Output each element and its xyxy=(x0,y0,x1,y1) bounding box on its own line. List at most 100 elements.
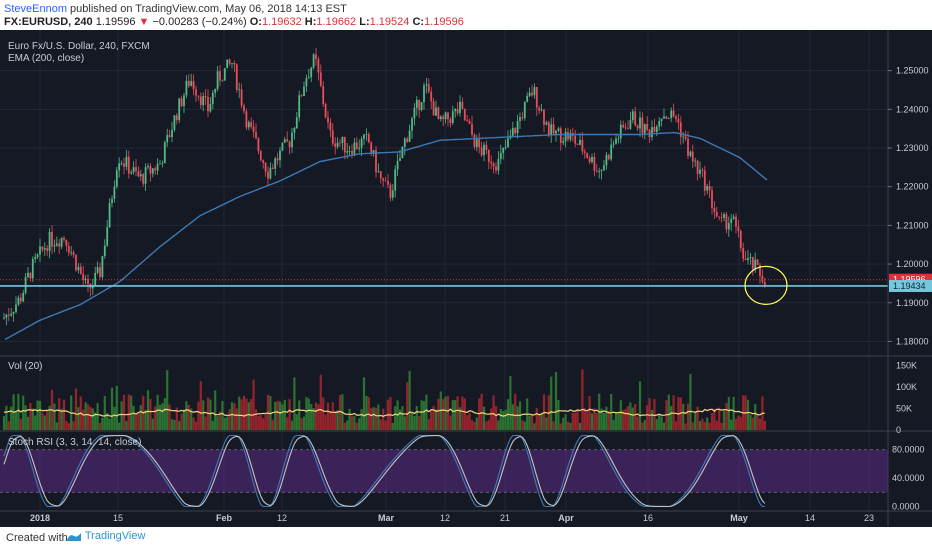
candle-body xyxy=(341,136,344,144)
volume-bar xyxy=(487,419,490,430)
candle-body xyxy=(531,92,533,96)
volume-bar xyxy=(410,412,414,430)
volume-bar xyxy=(631,407,634,430)
author-link[interactable]: SteveEnnom xyxy=(4,3,67,15)
chart-svg[interactable]: 1.25000 1.24000 1.23000 1.22000 1.21000 1.200… xyxy=(0,30,932,527)
volume-bar xyxy=(288,399,291,430)
candle-body xyxy=(370,142,373,154)
volume-bar xyxy=(756,414,759,430)
volume-bar xyxy=(247,402,250,430)
volume-bar xyxy=(130,395,133,430)
volume-bar xyxy=(86,404,90,430)
candle-body xyxy=(432,101,435,116)
volume-bar xyxy=(127,394,130,430)
volume-bar xyxy=(583,408,586,430)
volume-bar xyxy=(34,415,37,430)
candle-body xyxy=(154,168,157,171)
candle-body xyxy=(22,292,25,302)
candle-body xyxy=(619,124,622,139)
candle-body xyxy=(173,115,176,130)
volume-bar xyxy=(449,415,452,430)
volume-bar xyxy=(202,400,205,430)
candle-body xyxy=(214,89,217,93)
volume-bar xyxy=(89,406,92,430)
candle-body xyxy=(456,109,459,114)
candle-body xyxy=(591,156,593,162)
candle-body xyxy=(55,243,58,246)
high-value: 1.19662 xyxy=(316,16,357,28)
candle-body xyxy=(363,134,365,139)
candle-body xyxy=(658,120,661,127)
candle-body xyxy=(139,174,142,177)
volume-bar xyxy=(482,406,486,430)
volume-bar xyxy=(314,402,318,430)
chart-area[interactable]: 1.25000 1.24000 1.23000 1.22000 1.21000 1.200… xyxy=(0,30,932,527)
candle-body xyxy=(17,297,20,305)
volume-bar xyxy=(161,403,164,430)
volume-bar xyxy=(456,396,459,430)
candle-body xyxy=(329,122,332,131)
candle-body xyxy=(413,107,416,119)
candle-body xyxy=(183,95,185,107)
candle-body xyxy=(420,102,423,110)
candle-body xyxy=(437,107,440,119)
volume-bar xyxy=(290,420,294,430)
volume-bar xyxy=(607,410,610,430)
volume-bar xyxy=(434,409,438,430)
volume-bar xyxy=(204,416,207,430)
volume-tick-label: 150K xyxy=(896,360,917,370)
candle-body xyxy=(60,237,63,247)
candle-body xyxy=(82,273,85,280)
candle-body xyxy=(727,223,730,230)
candle-body xyxy=(478,139,481,148)
candle-body xyxy=(175,115,178,121)
candle-body xyxy=(605,155,608,166)
close-value: 1.19596 xyxy=(424,16,464,28)
candle-body xyxy=(211,92,214,104)
candle-body xyxy=(497,159,500,171)
volume-bar xyxy=(82,409,85,430)
volume-bar xyxy=(629,402,632,430)
volume-bar xyxy=(24,405,27,430)
volume-bar xyxy=(228,409,231,430)
candle-body xyxy=(377,171,380,173)
candle-body xyxy=(442,116,445,120)
candle-body xyxy=(115,170,118,187)
volume-bar xyxy=(617,413,620,430)
volume-bar xyxy=(17,393,20,430)
grid-lines xyxy=(0,30,888,510)
candle-body xyxy=(108,203,111,228)
volume-bar xyxy=(192,417,195,430)
volume-bar xyxy=(348,408,351,430)
candle-body xyxy=(353,142,356,155)
volume-bar xyxy=(154,406,157,430)
candle-body xyxy=(399,158,401,161)
tradingview-brand[interactable]: TradingView xyxy=(66,530,145,542)
volume-bar xyxy=(346,420,349,430)
volume-bar xyxy=(612,419,615,430)
volume-bar xyxy=(698,421,702,430)
volume-bar xyxy=(38,400,42,430)
candle-body xyxy=(51,231,53,247)
change-text: −0.00283 (−0.24%) xyxy=(152,16,247,28)
candle-body xyxy=(247,122,250,128)
candle-body xyxy=(559,128,562,143)
volume-bar xyxy=(235,408,238,430)
volume-bar xyxy=(374,407,378,430)
candle-body xyxy=(480,147,483,156)
volume-bar xyxy=(106,413,109,430)
candle-body xyxy=(310,67,313,78)
stoch-rsi-legend: Stoch RSI (3, 3, 14, 14, close) xyxy=(8,437,141,448)
candle-body xyxy=(125,156,128,167)
volume-bar xyxy=(98,422,102,430)
volume-bar xyxy=(31,408,34,430)
candle-body xyxy=(252,126,255,132)
volume-bar xyxy=(727,396,730,430)
candle-body xyxy=(317,58,320,73)
candle-body xyxy=(31,259,34,279)
volume-bar xyxy=(722,410,726,430)
candle-body xyxy=(694,160,697,162)
volume-bar xyxy=(406,382,409,430)
volume-bar xyxy=(578,422,582,430)
candle-body xyxy=(754,259,757,270)
